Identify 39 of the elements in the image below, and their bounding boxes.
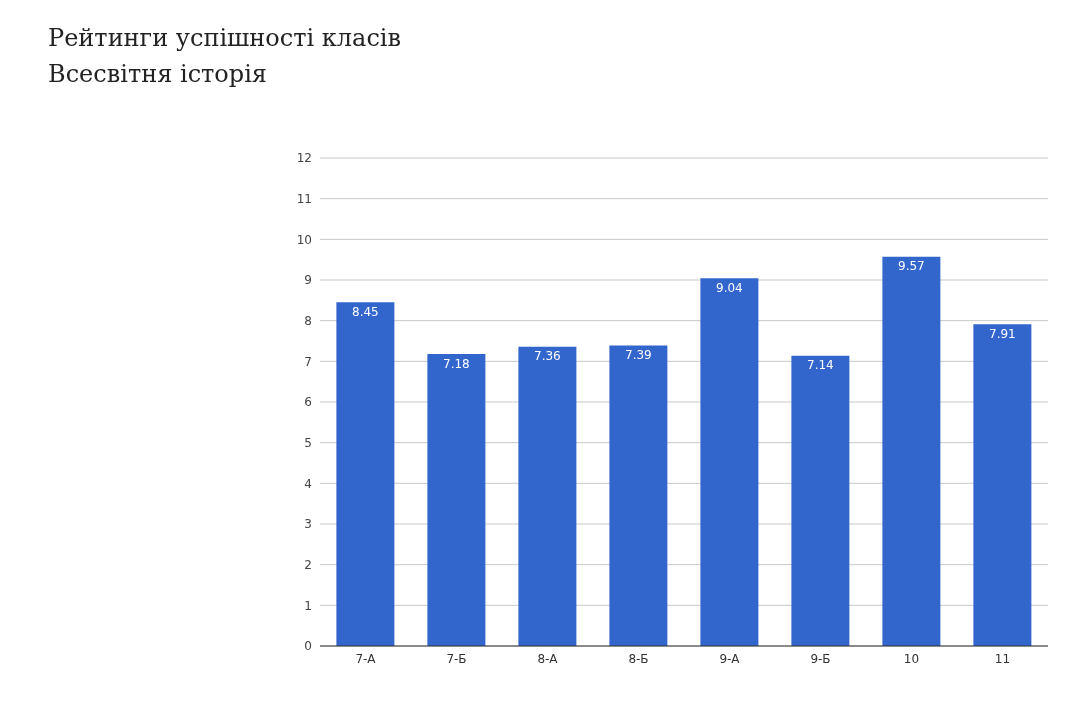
chart-subtitle: Всесвітня історія [48,59,268,90]
bar [700,278,759,646]
data-label: 7.91 [989,326,1016,341]
bar [427,354,486,646]
y-tick-label: 11 [296,191,312,206]
data-label: 7.14 [807,358,834,373]
x-tick-label: 7-Б [446,651,467,666]
y-tick-label: 8 [304,313,312,328]
x-tick-label: 9-А [719,651,741,666]
bar [791,355,850,646]
y-tick-label: 1 [304,598,312,613]
data-label: 7.39 [625,347,652,362]
chart-title: Рейтинги успішності класів [48,23,402,54]
bar [609,345,668,646]
bar [336,302,395,646]
y-tick-label: 10 [296,232,312,247]
y-tick-label: 2 [304,557,312,572]
bar [973,324,1032,646]
data-label: 9.57 [898,259,925,274]
bar [518,346,577,646]
y-tick-label: 7 [304,354,312,369]
y-tick-label: 6 [304,395,312,410]
y-tick-label: 4 [304,476,312,491]
data-label: 7.36 [534,349,561,364]
data-label: 8.45 [352,304,379,319]
bar [882,256,941,646]
x-tick-label: 7-А [355,651,377,666]
y-tick-label: 12 [296,151,312,166]
data-label: 7.18 [443,356,470,371]
y-tick-label: 3 [304,517,312,532]
data-label: 9.04 [716,280,743,295]
x-tick-label: 8-Б [628,651,649,666]
x-tick-label: 11 [994,651,1011,666]
y-tick-label: 5 [304,435,312,450]
x-tick-label: 8-А [537,651,559,666]
x-tick-label: 9-Б [810,651,831,666]
x-tick-label: 10 [903,651,920,666]
y-tick-label: 9 [304,273,312,288]
y-tick-label: 0 [304,639,312,654]
